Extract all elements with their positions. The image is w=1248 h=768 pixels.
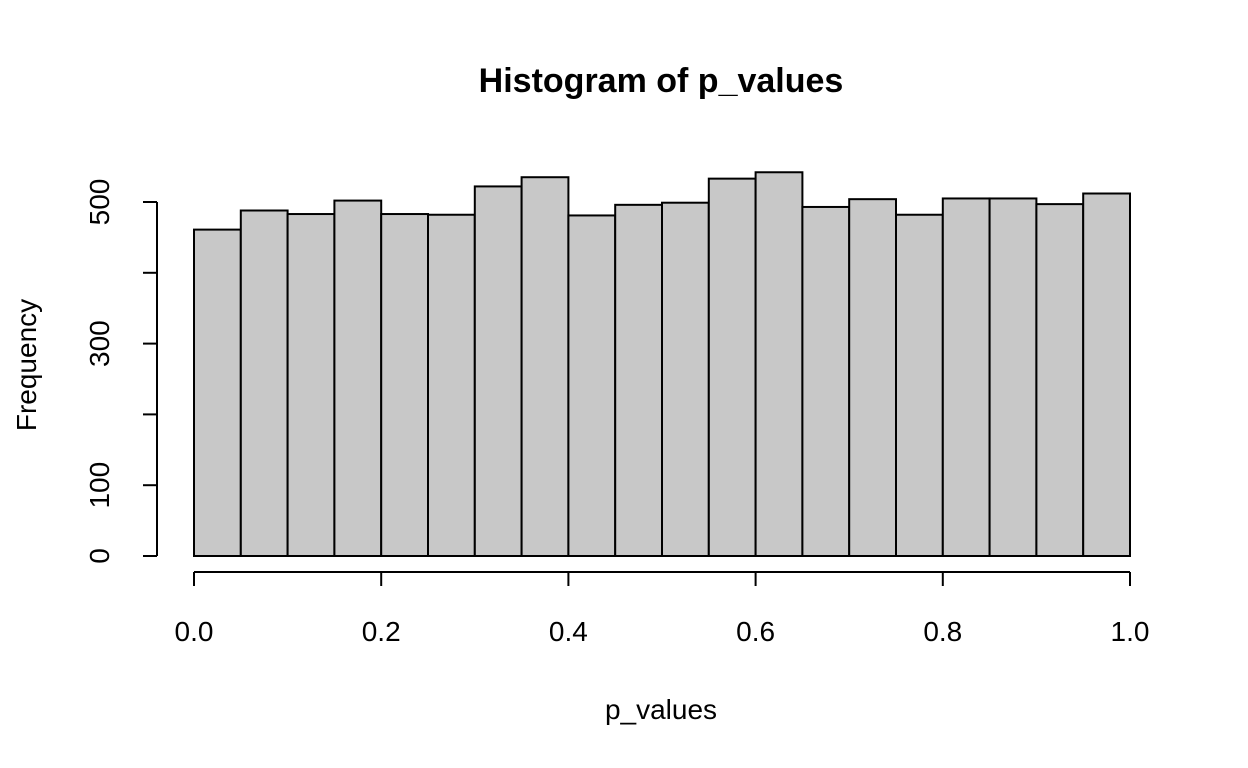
x-axis: 0.0 0.2 0.4 0.6 0.8 1.0	[175, 571, 1150, 647]
histogram-bar	[567, 214, 617, 557]
y-axis: 0 100 300 500	[84, 179, 158, 564]
histogram-bar	[473, 185, 523, 557]
histogram-bar	[801, 205, 851, 558]
x-tick-label: 0.8	[923, 616, 962, 647]
histogram-bar	[941, 197, 991, 558]
histogram-bar	[614, 203, 664, 558]
histogram-bar	[848, 198, 898, 557]
histogram-bar	[895, 213, 944, 558]
histogram-bar	[661, 201, 710, 558]
x-axis-label: p_values	[605, 694, 717, 725]
histogram-bar	[707, 177, 757, 557]
histogram-bar	[239, 209, 289, 557]
histogram-bars	[193, 171, 1131, 558]
x-tick-label: 0.6	[736, 616, 775, 647]
histogram-bar	[380, 213, 430, 557]
x-tick-label: 0.4	[549, 616, 588, 647]
histogram-bar	[1082, 192, 1131, 557]
histogram-bar	[333, 199, 383, 558]
y-tick-label: 300	[84, 320, 115, 367]
histogram-bar	[193, 228, 242, 558]
x-tick-label: 0.0	[175, 616, 214, 647]
x-tick-label: 1.0	[1111, 616, 1150, 647]
histogram-bar	[754, 171, 804, 557]
x-tick-label: 0.2	[362, 616, 401, 647]
histogram-bar	[520, 176, 570, 557]
y-tick-label: 500	[84, 179, 115, 226]
histogram-bar	[427, 213, 476, 558]
chart-title: Histogram of p_values	[479, 62, 844, 100]
y-axis-label: Frequency	[11, 299, 42, 431]
histogram-bar	[1035, 203, 1085, 557]
y-tick-label: 0	[84, 548, 115, 564]
histogram-bar	[988, 197, 1038, 558]
histogram-bar	[286, 213, 336, 557]
y-tick-label: 100	[84, 462, 115, 509]
